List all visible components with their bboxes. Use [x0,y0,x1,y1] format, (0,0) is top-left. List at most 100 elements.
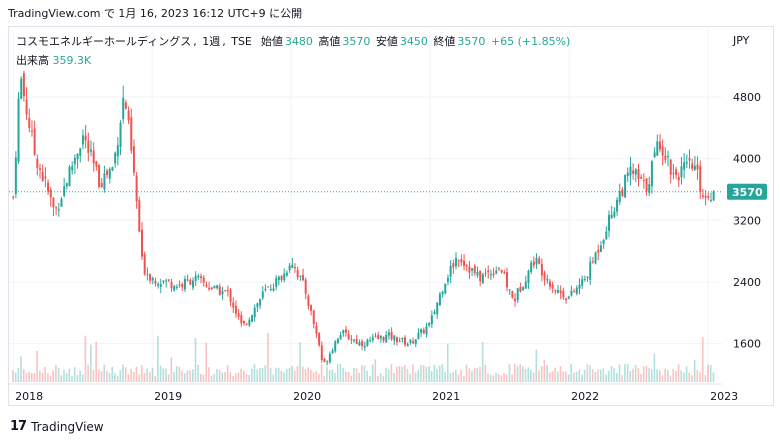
candle-body [347,334,350,340]
volume-bar [361,365,363,382]
volume-bar [312,372,315,382]
volume-bar [79,370,81,382]
last-price-label: 3570 [732,186,763,199]
candle-body [428,322,431,326]
candle-body [242,320,245,324]
volume-bar [685,366,688,382]
volume-bar [428,366,430,382]
volume-bar [530,370,532,382]
candle-body [693,165,696,170]
volume-bar [554,367,556,382]
volume-bar [433,365,436,382]
volume-bar [597,369,599,382]
volume-bar [395,366,398,382]
candle-body [497,268,500,270]
volume-bar [565,371,567,382]
interval[interactable]: 1週 [202,35,221,48]
candle-body [100,183,103,188]
volume-bar [484,364,487,382]
candle-body [124,102,127,109]
volume-bar [465,364,468,382]
candle-body [237,313,240,317]
volume-bar [186,370,189,382]
volume-bar [567,374,570,382]
volume-bar [457,374,460,382]
candle-body [336,338,339,343]
volume-bar [556,371,559,382]
candle-body [446,277,449,282]
candle-body [522,287,525,291]
candle-body [675,169,678,175]
volume-bar [347,371,350,382]
volume-bar [640,374,642,382]
volume-bar [307,367,309,382]
candle-body [326,361,329,363]
volume-bar [130,368,132,382]
candle-body [648,184,651,193]
candle-body [449,265,452,277]
volume-bar [436,368,438,382]
candle-body [656,141,659,156]
volume-bar [119,369,122,382]
volume-bar [98,369,100,382]
candle-body [334,341,337,352]
volume-bar [374,359,377,382]
volume-bar [583,370,586,382]
volume-bar [76,375,79,382]
volume-bar [573,372,575,382]
volume-bar [90,344,92,382]
volume-bar [71,375,73,382]
volume-bar [506,374,508,382]
candle-body [597,249,600,253]
symbol-name[interactable]: コスモエネルギーホールディングス [16,35,192,48]
volume-bar [594,372,597,382]
candle-body [524,281,527,289]
candle-body [471,268,474,271]
close-value: 3570 [457,35,486,48]
candle-body [143,254,146,275]
volume-bar [111,366,114,382]
volume-bar [476,368,479,382]
volume-bar [208,367,210,382]
candlesticks [12,70,715,366]
candle-body [457,259,460,261]
last-price-line: 3570 [9,183,767,200]
volume-bar [589,365,591,382]
y-tick-label: 3200 [733,214,761,227]
candle-body [543,272,546,280]
candle-body [546,278,549,281]
volume-bar [511,374,513,382]
volume-bar [162,368,165,382]
candle-body [489,274,492,276]
candle-body [653,152,656,158]
last-price-badge [727,183,767,200]
candle-body [685,162,688,164]
volume-bar [355,368,358,382]
volume-bar [527,367,530,382]
candle-body [385,334,388,343]
candle-body [76,154,79,160]
volume-bar [33,373,36,382]
candle-body [621,189,624,197]
volume-bar [449,372,452,382]
candle-body [511,291,514,298]
candle-body [84,135,87,141]
candle-body [417,332,420,339]
candle-body [642,179,645,181]
candle-body [47,182,50,192]
candle-body [565,298,568,300]
volume-bar [39,370,41,382]
volume-bar [446,343,449,382]
volume-bar [535,349,538,382]
volume-bar [492,375,495,382]
volume-bar [242,370,245,382]
branding[interactable]: 𝟭𝟳 TradingView [10,419,104,434]
volume-bar [326,366,328,382]
candle-body [63,186,66,197]
volume-bar [358,372,360,382]
volume-bar [253,364,256,382]
volume-bar [658,370,661,382]
candle-body [691,163,694,169]
candle-body [283,273,286,280]
